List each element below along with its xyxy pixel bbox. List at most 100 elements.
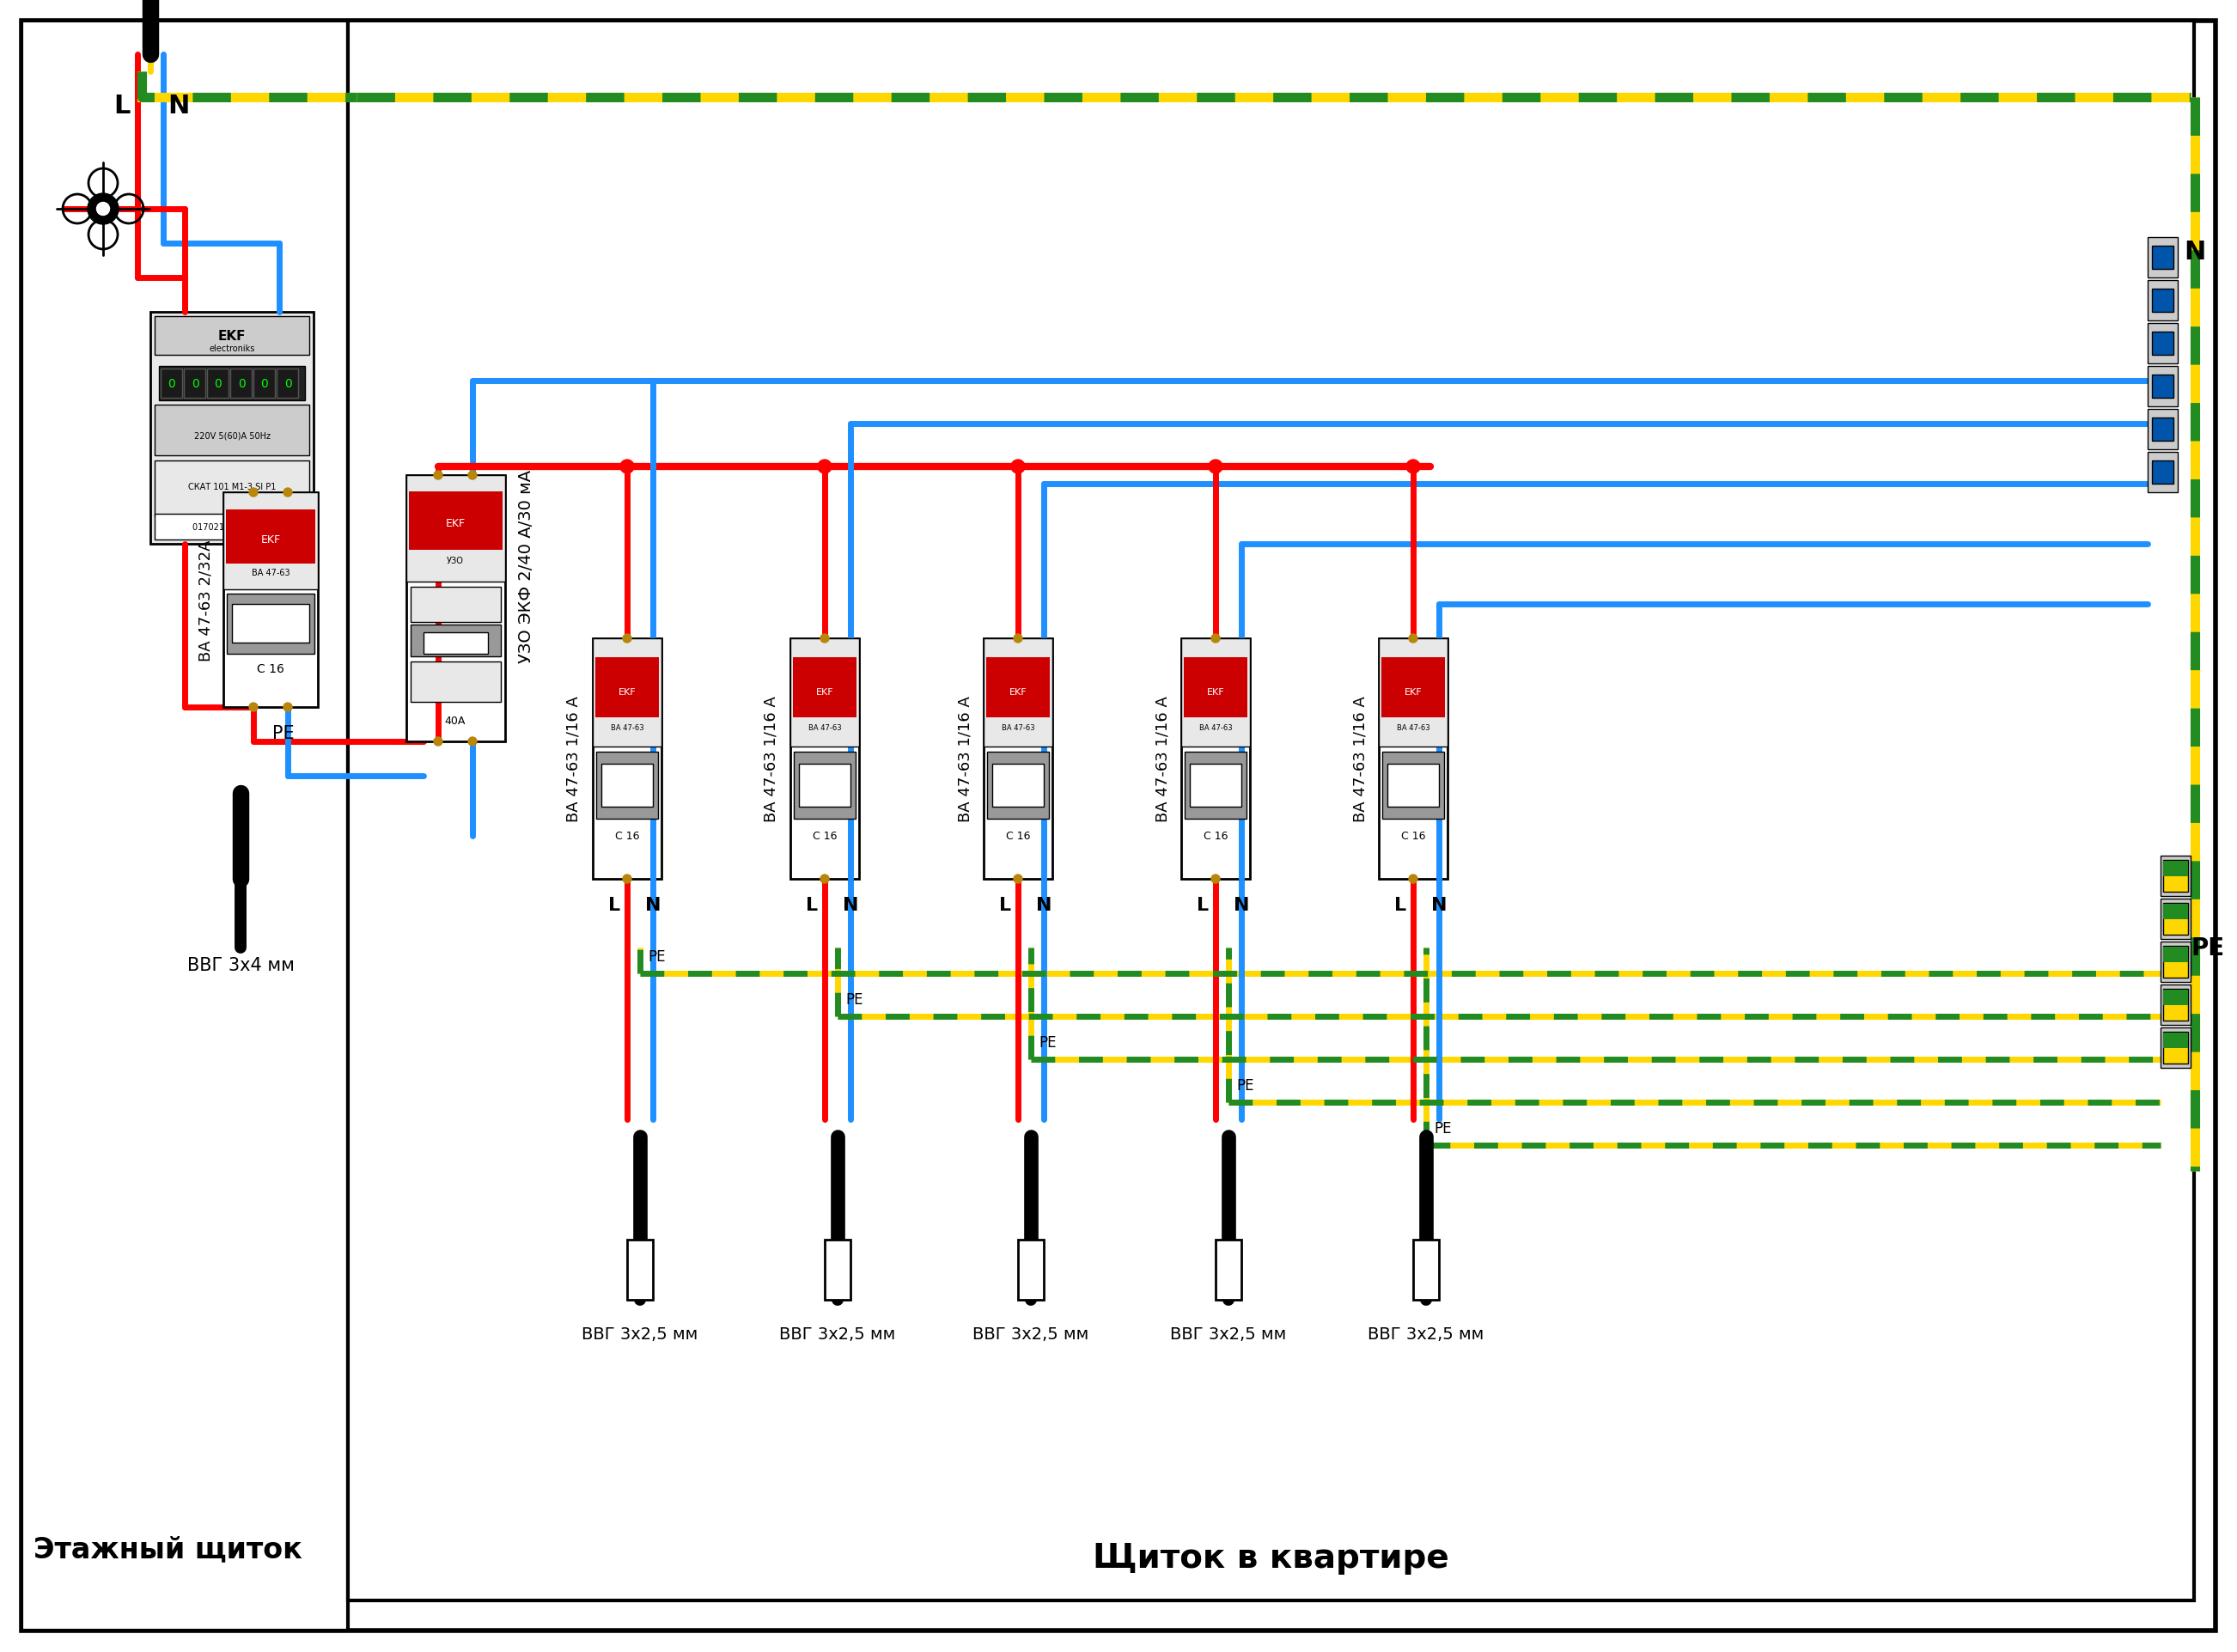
Bar	[154, 317, 309, 355]
Bar	[984, 639, 1051, 879]
Circle shape	[284, 489, 293, 497]
Bar	[987, 752, 1049, 819]
Text: PE: PE	[273, 725, 295, 742]
Text: EKF: EKF	[1206, 687, 1224, 695]
Text: ВА 47-63 1/16 А: ВА 47-63 1/16 А	[1351, 695, 1367, 823]
Bar	[2152, 375, 2174, 398]
Text: УЗО ЭКФ 2/40 А/30 мА: УЗО ЭКФ 2/40 А/30 мА	[517, 469, 535, 662]
Bar	[792, 657, 857, 719]
Circle shape	[1210, 634, 1219, 643]
Text: ВА 47-63 1/16 А: ВА 47-63 1/16 А	[763, 695, 778, 823]
Bar	[2161, 899, 2190, 940]
Bar	[987, 657, 1049, 719]
Text: ВА 47-63: ВА 47-63	[1002, 724, 1033, 732]
Bar	[2163, 904, 2188, 935]
Bar	[597, 752, 658, 819]
Text: PE: PE	[1040, 1034, 1056, 1051]
Bar	[799, 763, 850, 808]
Bar	[2152, 418, 2174, 441]
Text: C 16: C 16	[257, 662, 284, 676]
Text: EKF: EKF	[217, 330, 246, 344]
Circle shape	[87, 193, 119, 225]
Text: N: N	[644, 897, 660, 914]
Text: PE: PE	[649, 948, 667, 965]
Circle shape	[96, 203, 110, 216]
Bar	[161, 368, 181, 398]
Text: 0: 0	[168, 377, 174, 390]
Circle shape	[1210, 876, 1219, 884]
Text: C 16: C 16	[812, 831, 837, 841]
Text: C 16: C 16	[615, 831, 640, 841]
Bar	[208, 368, 228, 398]
Bar	[2163, 990, 2188, 1006]
Bar	[984, 639, 1051, 747]
Bar	[825, 1241, 850, 1300]
Circle shape	[1409, 876, 1418, 884]
Text: 0: 0	[215, 377, 221, 390]
Text: УЗО: УЗО	[447, 557, 463, 565]
Bar	[412, 588, 501, 623]
Text: PE: PE	[846, 991, 863, 1008]
Circle shape	[620, 461, 633, 474]
Text: ВА 47-63: ВА 47-63	[251, 568, 291, 577]
Text: EKF: EKF	[1405, 687, 1423, 695]
Bar	[2161, 1028, 2190, 1069]
Bar	[2148, 410, 2179, 449]
Bar	[412, 624, 501, 657]
Bar	[2161, 985, 2190, 1026]
Bar	[154, 405, 309, 456]
Bar	[794, 752, 855, 819]
Text: ВВГ 3х2,5 мм: ВВГ 3х2,5 мм	[973, 1327, 1089, 1343]
Bar	[2163, 861, 2188, 877]
Bar	[593, 639, 662, 747]
Text: 0: 0	[190, 377, 199, 390]
Circle shape	[819, 461, 832, 474]
Circle shape	[248, 489, 257, 497]
Bar	[183, 368, 206, 398]
Text: ВА 47-63: ВА 47-63	[1396, 724, 1429, 732]
Text: 0: 0	[262, 377, 268, 390]
Bar	[2163, 904, 2188, 920]
Text: N: N	[2183, 240, 2206, 264]
Bar	[1382, 657, 1445, 719]
Bar	[2163, 1032, 2188, 1049]
Bar	[1181, 639, 1250, 747]
Text: ВВГ 3х2,5 мм: ВВГ 3х2,5 мм	[778, 1327, 895, 1343]
Bar	[407, 476, 506, 742]
Bar	[2148, 238, 2179, 278]
Bar	[150, 312, 313, 545]
Bar	[230, 368, 253, 398]
Bar	[226, 593, 315, 654]
Text: electroniks: electroniks	[208, 344, 255, 354]
Circle shape	[821, 634, 830, 643]
Text: Щиток в квартире: Щиток в квартире	[1092, 1541, 1450, 1574]
Bar	[226, 510, 315, 563]
Text: ВВГ 3х4 мм: ВВГ 3х4 мм	[188, 957, 295, 973]
Bar	[2152, 332, 2174, 355]
Circle shape	[468, 737, 476, 747]
Bar	[593, 639, 662, 879]
Bar	[2148, 367, 2179, 406]
Bar	[253, 368, 275, 398]
Bar	[2163, 1032, 2188, 1064]
Bar	[159, 367, 304, 401]
Circle shape	[1409, 634, 1418, 643]
Text: ВА 47-63 2/32А: ВА 47-63 2/32А	[199, 540, 215, 661]
Bar	[1378, 639, 1447, 879]
Bar	[154, 514, 309, 540]
Text: ВВГ 3х2,5 мм: ВВГ 3х2,5 мм	[1170, 1327, 1286, 1343]
Bar	[2161, 856, 2190, 897]
Text: N: N	[168, 94, 190, 119]
Text: 0: 0	[284, 377, 291, 390]
Circle shape	[1208, 461, 1221, 474]
Text: C 16: C 16	[1204, 831, 1228, 841]
Bar	[22, 21, 349, 1631]
Text: ВА 47-63: ВА 47-63	[1199, 724, 1233, 732]
Text: 220V 5(60)A 50Hz: 220V 5(60)A 50Hz	[195, 431, 271, 439]
Bar	[2163, 947, 2188, 963]
Bar	[790, 639, 859, 879]
Bar	[2152, 461, 2174, 484]
Bar	[154, 461, 309, 517]
Bar	[2152, 246, 2174, 269]
Text: PE: PE	[1434, 1120, 1452, 1137]
